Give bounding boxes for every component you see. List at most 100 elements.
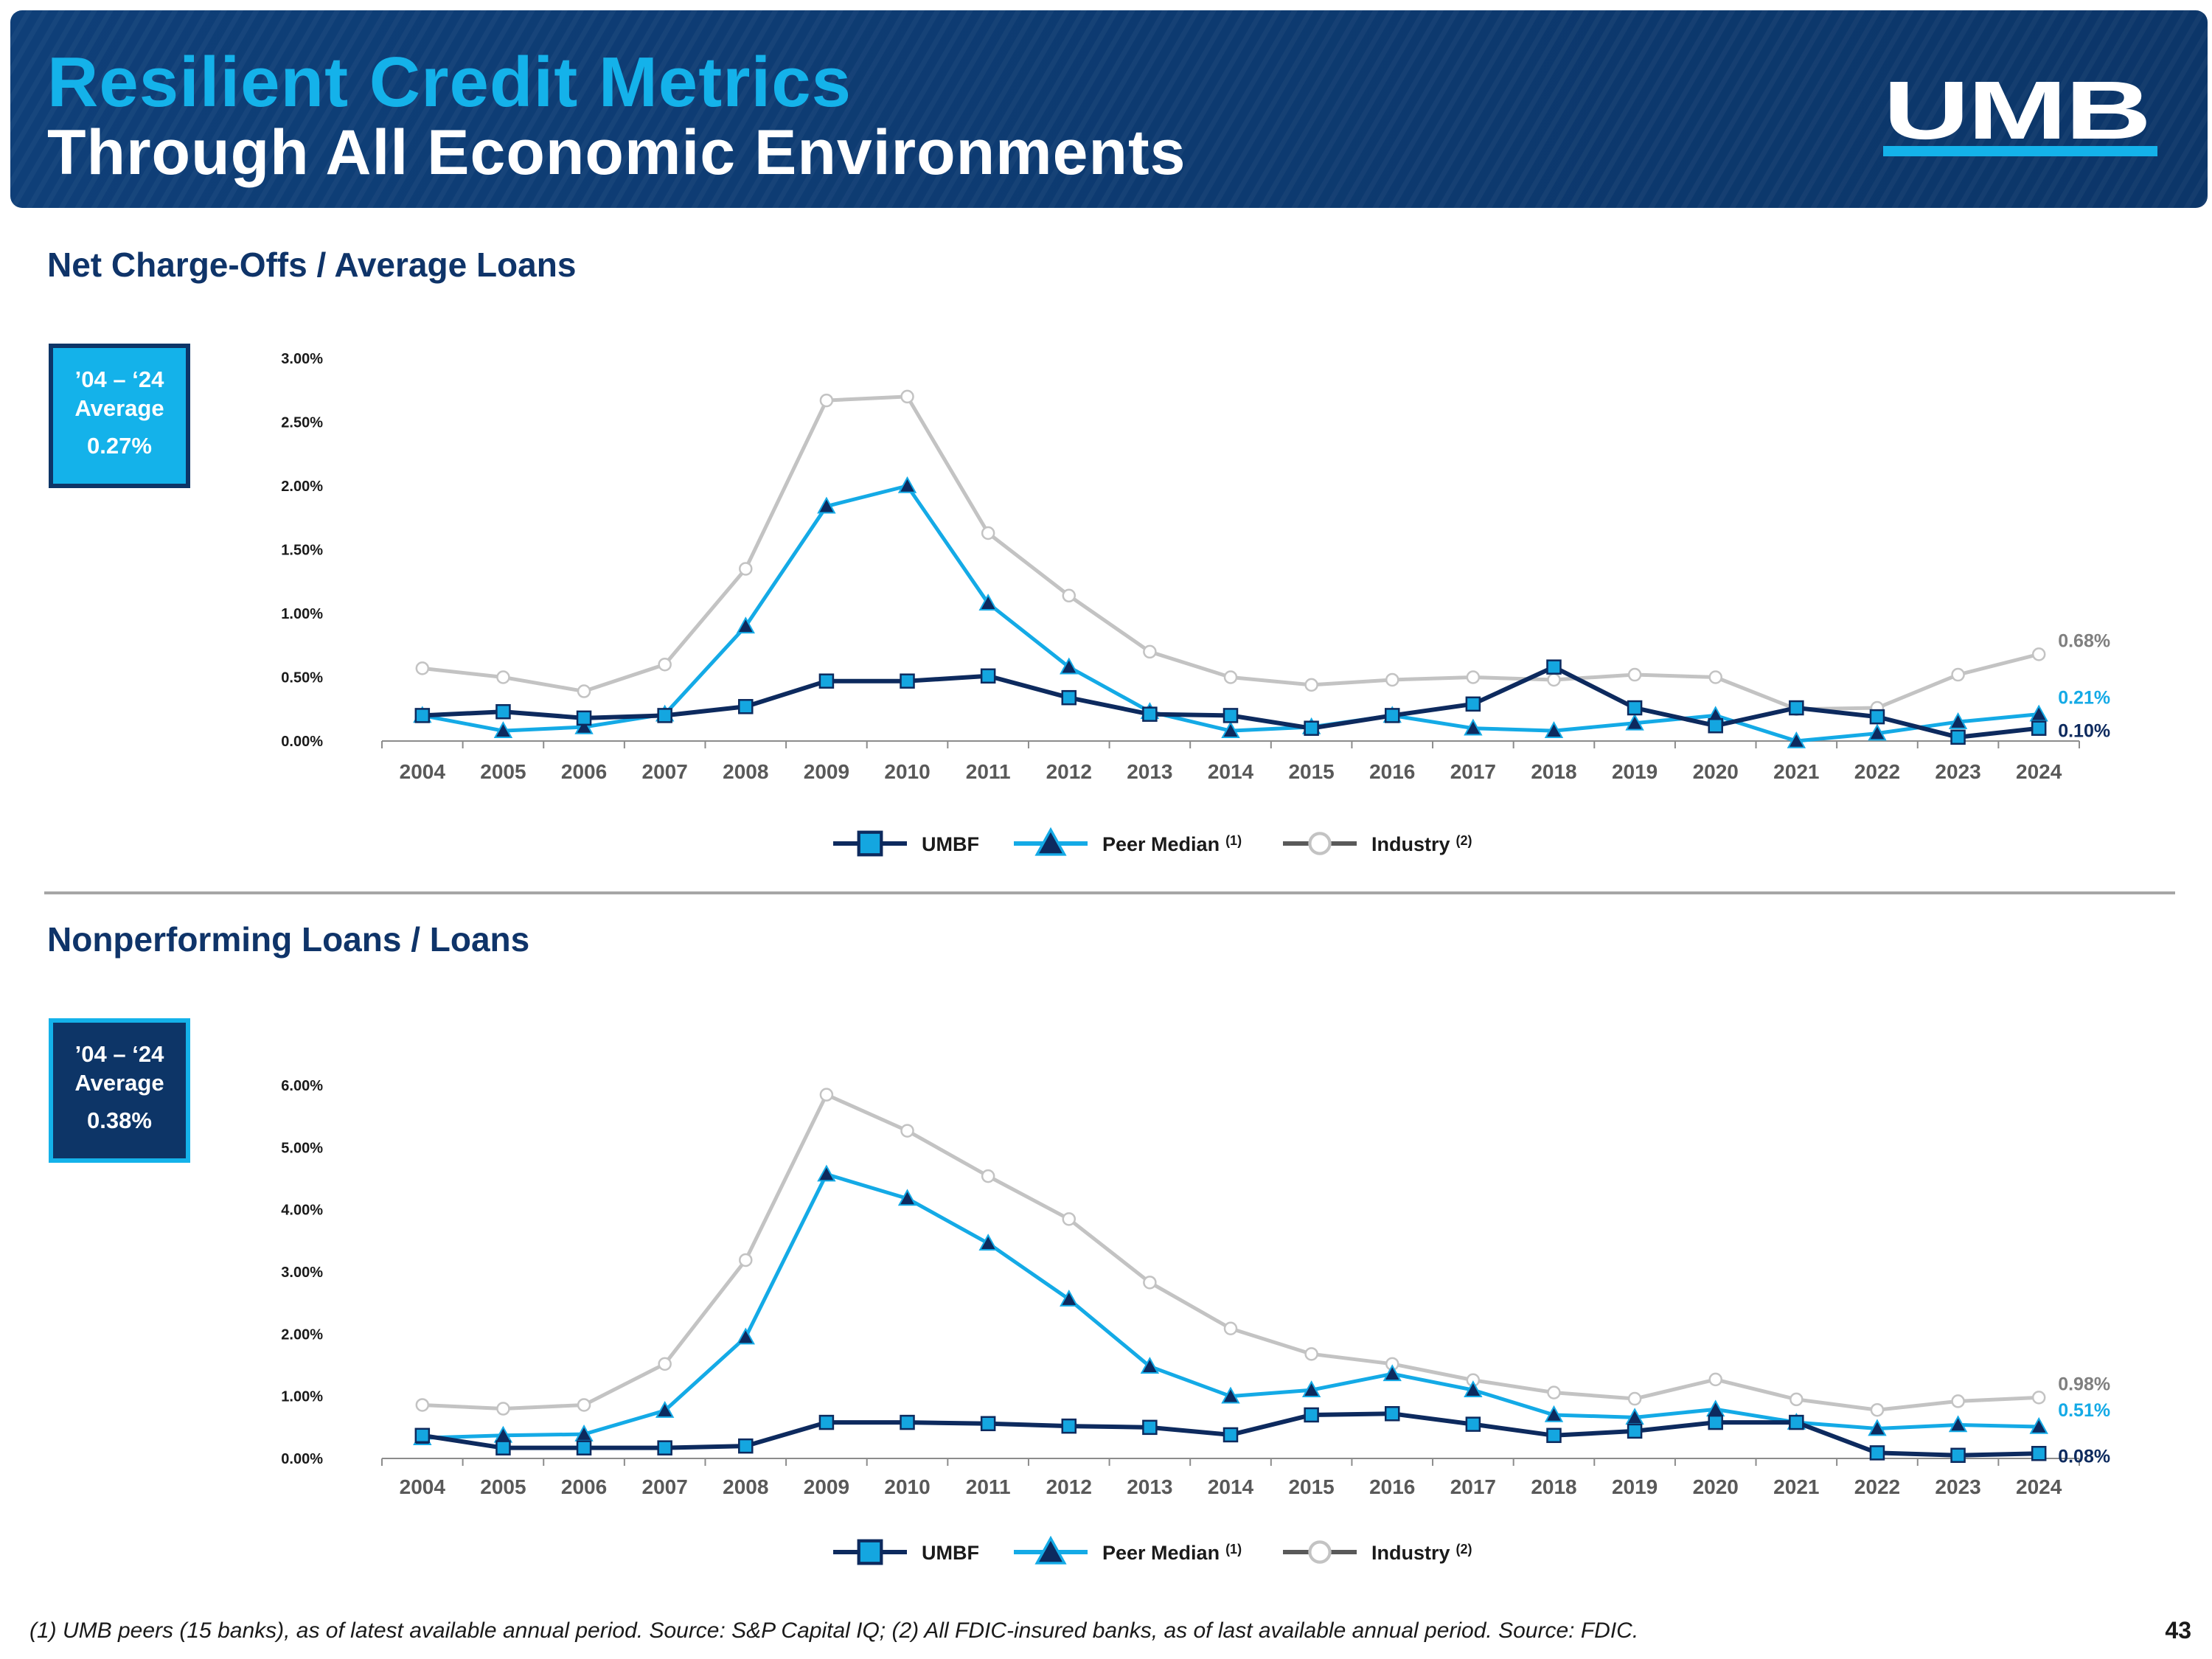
x-tick-label: 2005: [480, 1475, 526, 1498]
data-point-industry: [1223, 670, 1238, 684]
x-tick-label: 2009: [804, 1475, 849, 1498]
data-point-umbf: [1708, 1414, 1723, 1430]
x-tick-label: 2015: [1288, 1475, 1334, 1498]
data-point-peer-median: [1625, 713, 1644, 731]
data-point-industry: [658, 1357, 672, 1371]
legend-item-umbf: UMBF: [833, 1539, 979, 1565]
x-tick-label: 2019: [1612, 760, 1658, 783]
data-point-umbf: [1222, 708, 1239, 723]
legend-marker: [1308, 1540, 1332, 1564]
x-tick-label: 2023: [1935, 760, 1980, 783]
data-point-umbf: [2031, 720, 2047, 736]
data-point-umbf: [980, 1416, 996, 1432]
data-point-umbf: [1384, 708, 1400, 723]
avg-word-label: Average: [74, 394, 164, 421]
data-point-industry: [1223, 1321, 1238, 1335]
umb-logo-text: UMB: [1883, 64, 2152, 156]
ncos-section-title: Net Charge-Offs / Average Loans: [47, 246, 577, 284]
x-tick-label: 2014: [1208, 760, 1254, 783]
x-tick-label: 2004: [400, 1475, 446, 1498]
data-point-industry: [1870, 1402, 1885, 1417]
x-tick-label: 2014: [1208, 1475, 1254, 1498]
data-point-industry: [1547, 672, 1561, 687]
x-tick-label: 2009: [804, 760, 849, 783]
end-label-umbf: 0.10%: [2058, 721, 2110, 742]
data-point-industry: [1708, 670, 1722, 684]
legend-footnote-ref: (2): [1456, 833, 1472, 848]
data-point-umbf: [1465, 696, 1481, 712]
data-point-umbf: [818, 1414, 835, 1430]
data-point-peer-median: [574, 717, 594, 734]
legend-item-peer-median: Peer Median (1): [1014, 827, 1242, 856]
data-point-industry: [1466, 670, 1481, 684]
x-tick-label: 2021: [1773, 1475, 1819, 1498]
y-tick-label: 1.00%: [281, 1389, 323, 1405]
data-point-peer-median: [897, 1189, 917, 1206]
data-point-umbf: [1304, 1407, 1319, 1423]
series-industry: [415, 389, 2046, 716]
data-point-umbf: [1627, 700, 1643, 716]
data-point-industry: [819, 1088, 834, 1102]
data-point-peer-median: [1382, 1364, 1402, 1382]
data-point-umbf: [1950, 729, 1966, 745]
data-point-peer-median: [1060, 657, 1079, 675]
y-tick-label: 2.50%: [281, 415, 323, 431]
legend-marker: [1034, 1535, 1067, 1565]
avg-period-label: ’04 – ‘24: [74, 366, 164, 392]
data-point-industry: [1385, 672, 1399, 687]
data-point-umbf: [980, 668, 996, 684]
series-umbf: [414, 659, 2047, 745]
y-tick-label: 0.00%: [281, 1451, 323, 1467]
x-tick-label: 2013: [1127, 760, 1172, 783]
data-point-umbf: [1789, 700, 1804, 716]
data-point-umbf: [900, 673, 915, 689]
x-tick-label: 2007: [642, 760, 688, 783]
y-tick-label: 1.50%: [281, 543, 323, 559]
data-point-umbf: [1950, 1447, 1966, 1464]
data-point-industry: [496, 1402, 510, 1416]
x-tick-label: 2017: [1450, 760, 1496, 783]
page-number: 43: [2165, 1617, 2191, 1644]
data-point-umbf: [1627, 1423, 1643, 1439]
data-point-umbf: [1789, 1414, 1804, 1430]
x-tick-label: 2012: [1046, 760, 1092, 783]
y-tick-label: 3.00%: [281, 351, 323, 367]
data-point-industry: [981, 1169, 995, 1183]
data-point-industry: [900, 389, 914, 404]
y-tick-label: 2.00%: [281, 1326, 323, 1343]
data-point-umbf: [1546, 1427, 1562, 1444]
data-point-umbf: [738, 1438, 754, 1454]
x-tick-label: 2008: [723, 1475, 768, 1498]
legend-label: Industry (2): [1371, 1542, 1472, 1564]
banner-stripe-pattern: [10, 10, 2208, 208]
series-industry: [415, 1088, 2046, 1417]
data-point-industry: [981, 526, 995, 540]
x-tick-label: 2023: [1935, 1475, 1980, 1498]
end-label-industry: 0.68%: [2058, 630, 2110, 651]
data-point-umbf: [657, 1440, 672, 1455]
legend-marker: [1034, 827, 1067, 856]
data-point-umbf: [414, 708, 431, 723]
avg-word-label: Average: [74, 1069, 164, 1096]
x-tick-label: 2018: [1531, 760, 1576, 783]
data-point-industry: [496, 670, 510, 684]
x-tick-label: 2011: [966, 760, 1011, 783]
data-point-peer-median: [897, 476, 917, 493]
data-point-peer-median: [817, 1164, 836, 1182]
x-tick-label: 2007: [642, 1475, 688, 1498]
data-point-peer-median: [1464, 1380, 1483, 1398]
data-point-umbf: [1142, 1419, 1158, 1436]
data-point-industry: [1951, 667, 1965, 682]
data-point-peer-median: [1948, 712, 1968, 729]
data-point-umbf: [576, 1440, 592, 1455]
data-point-peer-median: [2029, 1416, 2048, 1434]
legend-item-umbf: UMBF: [833, 830, 979, 857]
data-point-industry: [1304, 678, 1318, 692]
data-point-industry: [2031, 647, 2046, 661]
end-label-umbf: 0.08%: [2058, 1446, 2110, 1467]
y-tick-label: 0.00%: [281, 734, 323, 750]
data-point-industry: [1062, 1212, 1077, 1226]
y-tick-label: 2.00%: [281, 479, 323, 495]
data-point-umbf: [495, 703, 511, 720]
legend-item-industry: Industry (2): [1283, 832, 1472, 855]
